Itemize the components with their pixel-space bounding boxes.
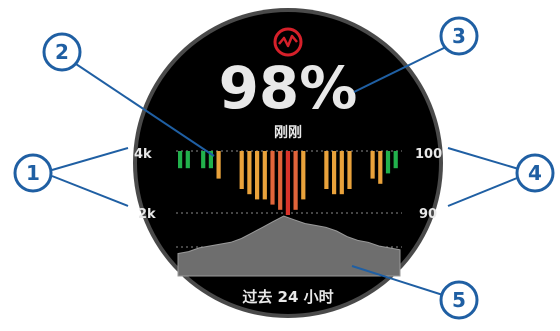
spo2-bar [285, 151, 290, 215]
pulse-ox-icon [273, 27, 303, 57]
spo2-bar [208, 151, 213, 169]
callout-2-number: 2 [55, 40, 69, 64]
spo2-bar [247, 151, 252, 195]
callout-1: 1 [13, 153, 53, 193]
spo2-bar [385, 151, 391, 174]
spo2-bar [216, 151, 221, 179]
callout-3: 3 [439, 16, 479, 56]
callout-2: 2 [42, 32, 82, 72]
spo2-bar [278, 151, 283, 210]
spo2-bars [178, 151, 398, 215]
time-range-label: 过去 24 小时 [242, 288, 333, 306]
callout-4-number: 4 [528, 161, 542, 185]
spo2-bar [185, 151, 190, 169]
callout-lines [51, 45, 523, 297]
right-axis-bottom: 90 [419, 207, 437, 222]
spo2-bar [201, 151, 206, 169]
elevation-area [177, 215, 401, 277]
callout-5-number: 5 [452, 288, 466, 312]
spo2-bar [255, 151, 260, 200]
spo2-value: 98% [219, 54, 358, 122]
spo2-bar [370, 151, 375, 179]
spo2-bar [293, 151, 298, 210]
callout-1-number: 1 [26, 161, 40, 185]
left-axis-bottom: 2k [138, 207, 156, 222]
spo2-bar [301, 151, 306, 200]
spo2-bar [262, 151, 267, 200]
spo2-bar [270, 151, 275, 205]
spo2-bar [347, 151, 352, 189]
left-axis-top: 4k [134, 147, 152, 162]
spo2-bar [378, 151, 383, 184]
timestamp-label: 刚刚 [274, 125, 302, 141]
callout-4: 4 [515, 153, 555, 193]
spo2-bar [239, 151, 244, 189]
spo2-bar [178, 151, 183, 169]
spo2-bar [332, 151, 337, 195]
callout-5: 5 [439, 280, 479, 320]
spo2-bar [324, 151, 329, 189]
spo2-bar [339, 151, 344, 195]
spo2-bar [393, 151, 398, 169]
right-axis-top: 100 [415, 147, 442, 162]
callout-3-number: 3 [452, 24, 466, 48]
